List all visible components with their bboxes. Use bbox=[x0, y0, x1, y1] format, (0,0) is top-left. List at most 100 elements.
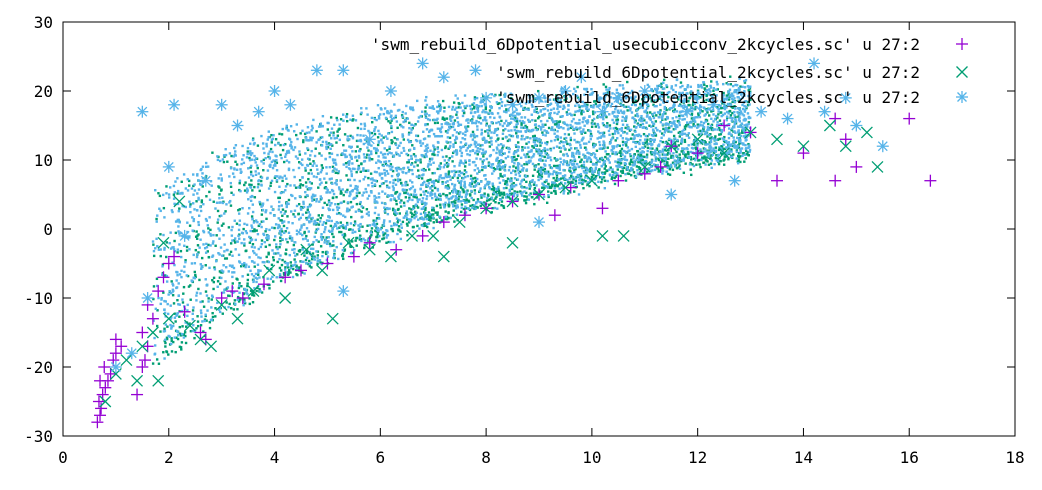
cloud-point bbox=[182, 285, 186, 289]
cloud-point bbox=[493, 131, 496, 135]
cloud-point bbox=[611, 132, 615, 136]
cloud-point bbox=[542, 107, 545, 111]
cloud-point bbox=[155, 358, 159, 361]
cloud-point bbox=[324, 252, 328, 256]
cloud-point bbox=[743, 126, 746, 130]
cloud-point bbox=[504, 196, 508, 199]
cloud-point bbox=[555, 174, 559, 177]
cloud-point bbox=[407, 158, 411, 162]
cloud-point bbox=[266, 260, 269, 263]
cloud-point bbox=[408, 140, 411, 144]
cloud-point bbox=[504, 94, 507, 97]
cloud-point bbox=[318, 152, 321, 155]
cloud-point bbox=[257, 183, 260, 186]
cloud-point bbox=[410, 128, 413, 131]
cloud-point bbox=[367, 149, 370, 152]
cloud-point bbox=[320, 154, 323, 157]
cloud-point bbox=[450, 170, 454, 173]
cloud-point bbox=[703, 114, 706, 117]
cloud-point bbox=[515, 145, 518, 148]
cloud-point bbox=[246, 278, 250, 282]
cloud-point bbox=[539, 144, 542, 147]
cloud-point bbox=[316, 254, 320, 257]
cloud-point bbox=[473, 160, 476, 164]
cloud-point bbox=[259, 179, 263, 183]
cloud-point bbox=[640, 104, 643, 107]
cloud-point bbox=[204, 314, 207, 318]
cloud-point bbox=[249, 173, 253, 176]
cloud-point bbox=[321, 166, 324, 170]
cloud-point bbox=[412, 124, 416, 127]
cloud-point bbox=[566, 154, 569, 158]
cloud-point bbox=[431, 172, 434, 175]
cloud-point bbox=[702, 147, 706, 150]
cloud-point bbox=[447, 175, 451, 178]
cloud-point bbox=[348, 194, 351, 198]
cloud-point bbox=[346, 208, 349, 212]
cloud-point bbox=[424, 152, 428, 156]
cloud-point bbox=[307, 243, 311, 246]
cloud-point bbox=[310, 257, 314, 261]
cloud-point bbox=[615, 164, 618, 168]
cloud-point bbox=[365, 229, 369, 233]
cloud-point bbox=[375, 235, 378, 239]
cloud-point bbox=[423, 113, 427, 116]
cloud-point bbox=[366, 197, 369, 200]
cloud-point bbox=[358, 202, 362, 206]
cloud-point bbox=[376, 103, 380, 107]
cloud-point bbox=[164, 345, 167, 348]
cloud-point bbox=[471, 180, 474, 183]
cloud-point bbox=[402, 216, 405, 219]
cloud-point bbox=[486, 129, 489, 132]
cloud-point bbox=[583, 124, 586, 127]
cloud-point bbox=[540, 141, 544, 145]
cloud-point bbox=[687, 132, 690, 135]
cloud-point bbox=[735, 149, 739, 152]
cloud-point bbox=[378, 174, 382, 177]
cloud-point bbox=[431, 107, 434, 110]
cloud-point bbox=[602, 176, 606, 179]
cloud-point bbox=[622, 104, 625, 107]
cloud-point bbox=[409, 218, 413, 221]
cloud-point bbox=[369, 178, 373, 181]
cloud-point bbox=[398, 194, 401, 197]
cloud-point bbox=[472, 121, 475, 125]
cloud-point bbox=[333, 256, 336, 260]
cloud-point bbox=[459, 131, 462, 134]
cloud-point bbox=[448, 156, 451, 160]
cloud-point bbox=[277, 208, 281, 211]
cloud-point bbox=[618, 159, 622, 163]
cloud-point bbox=[355, 202, 359, 206]
cloud-point bbox=[426, 150, 429, 153]
cloud-point bbox=[350, 174, 354, 178]
cloud-point bbox=[476, 149, 479, 153]
cloud-point bbox=[379, 160, 383, 164]
cloud-point bbox=[373, 117, 377, 121]
cloud-point bbox=[464, 106, 467, 110]
cloud-point bbox=[471, 177, 475, 180]
cloud-point bbox=[373, 128, 376, 131]
cloud-point bbox=[242, 263, 245, 266]
cloud-point bbox=[439, 194, 442, 197]
cloud-point bbox=[491, 206, 494, 210]
cloud-point bbox=[501, 137, 505, 140]
cloud-point bbox=[407, 170, 410, 173]
cloud-point bbox=[289, 124, 293, 128]
cloud-point bbox=[442, 176, 446, 180]
cloud-point bbox=[651, 114, 655, 118]
cloud-point bbox=[353, 187, 357, 190]
cloud-point bbox=[313, 258, 317, 261]
cloud-point bbox=[343, 133, 347, 136]
cloud-point bbox=[304, 166, 307, 170]
cloud-point bbox=[479, 200, 482, 204]
cloud-point bbox=[405, 213, 409, 216]
cloud-point bbox=[371, 158, 374, 161]
cloud-point bbox=[621, 115, 624, 119]
cloud-point bbox=[604, 155, 607, 159]
cloud-point bbox=[657, 116, 661, 119]
cloud-point bbox=[256, 263, 260, 266]
cloud-point bbox=[245, 231, 249, 235]
cloud-point bbox=[280, 204, 283, 207]
cloud-point bbox=[364, 169, 368, 173]
cloud-point bbox=[396, 126, 399, 130]
